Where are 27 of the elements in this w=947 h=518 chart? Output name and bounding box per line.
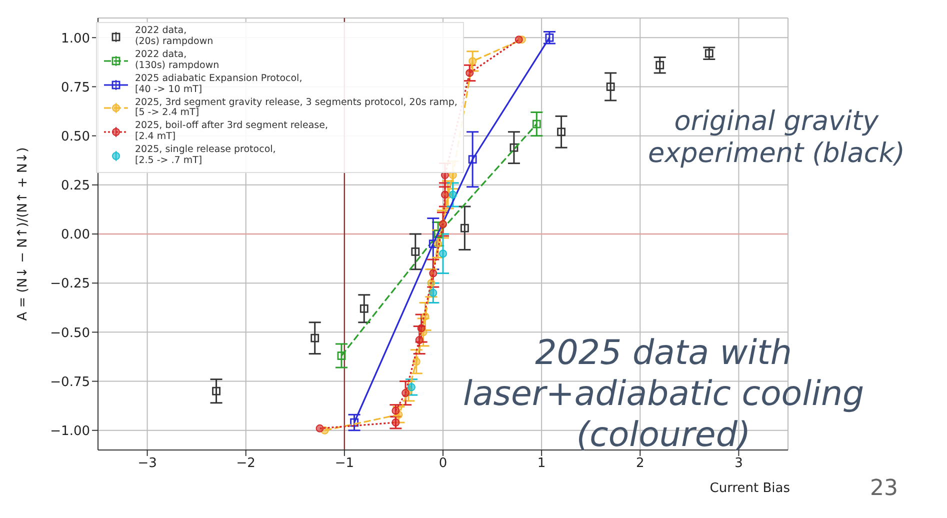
y-tick-label: −0.75 <box>50 374 90 390</box>
x-tick-label: 2 <box>636 456 644 472</box>
legend-label: 2025 adiabatic Expansion Protocol, [40 -> 10 mT] <box>135 72 302 96</box>
y-tick-label: −1.00 <box>50 424 90 439</box>
legend-label: 2025, single release protocol, [2.5 -> .7 mT] <box>135 144 276 168</box>
y-tick-label: 0.00 <box>61 228 90 243</box>
x-tick-label: 1 <box>537 456 546 472</box>
legend-label: 2022 data, (130s) rampdown <box>135 48 220 72</box>
text: 23 <box>870 476 898 502</box>
y-tick-label: 0.50 <box>61 129 90 144</box>
legend-label: 2025, boil-off after 3rd segment release, [2.4 mT] <box>135 120 328 144</box>
x-tick-label: 0 <box>438 456 448 472</box>
legend-label: 2025, 3rd segment gravity release, 3 segments protocol, 20s ramp, [5 -> 2.4 mT] <box>135 96 458 120</box>
annotation: original gravity experiment (black) <box>648 106 905 171</box>
x-tick-label: −3 <box>138 456 157 472</box>
x-axis-title: Current Bias <box>710 481 790 496</box>
y-tick-label: 0.75 <box>61 80 90 96</box>
y-tick-label: 0.25 <box>61 178 90 194</box>
legend-label: 2022 data, (20s) rampdown <box>135 25 214 48</box>
y-tick-label: −0.25 <box>50 276 90 292</box>
y-axis-title: A = (N↓ − N↑)/(N↑ + N↓) <box>16 147 31 321</box>
y-tick-label: −0.50 <box>50 326 90 341</box>
x-tick-label: −2 <box>236 456 256 472</box>
x-tick-label: −1 <box>334 456 354 472</box>
x-tick-label: 3 <box>734 456 743 472</box>
y-tick-label: 1.00 <box>61 31 90 46</box>
annotation: 2025 data with laser+adiabatic cooling (coloured) <box>463 333 864 456</box>
